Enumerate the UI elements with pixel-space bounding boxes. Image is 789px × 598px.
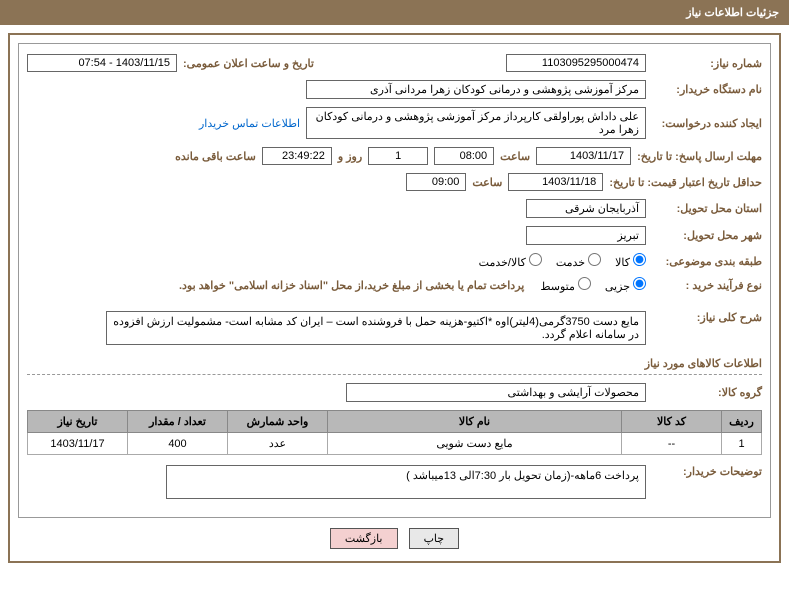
city-field: تبریز	[526, 226, 646, 245]
deadline-label: مهلت ارسال پاسخ: تا تاریخ:	[637, 150, 762, 163]
row-process: نوع فرآیند خرید : جزیی متوسط پرداخت تمام…	[27, 277, 762, 293]
announce-field: 1403/11/15 - 07:54	[27, 54, 177, 72]
buyer-org-label: نام دستگاه خریدار:	[652, 83, 762, 96]
deadline-days: 1	[368, 147, 428, 165]
row-buyer-notes: توضیحات خریدار: پرداخت 6ماهه-(زمان تحویل…	[27, 465, 762, 499]
deadline-days-label: روز و	[338, 150, 362, 163]
category-radio-goods[interactable]	[633, 253, 646, 266]
row-buyer-org: نام دستگاه خریدار: مرکز آموزشی پژوهشی و …	[27, 80, 762, 99]
buyer-notes-label: توضیحات خریدار:	[652, 465, 762, 478]
row-need-number: شماره نیاز: 1103095295000474 تاریخ و ساع…	[27, 54, 762, 72]
deadline-remain: 23:49:22	[262, 147, 332, 165]
validity-label: حداقل تاریخ اعتبار قیمت: تا تاریخ:	[609, 176, 762, 189]
items-table: ردیف کد کالا نام کالا واحد شمارش تعداد /…	[27, 410, 762, 455]
th-unit: واحد شمارش	[228, 411, 328, 433]
requester-field: علی داداش پوراولقی کارپرداز مرکز آموزشی …	[306, 107, 646, 139]
category-radio-group: کالا خدمت کالا/خدمت	[479, 253, 646, 269]
td-code: --	[622, 433, 722, 455]
city-label: شهر محل تحویل:	[652, 229, 762, 242]
process-radio-group: جزیی متوسط	[540, 277, 646, 293]
buyer-org-field: مرکز آموزشی پژوهشی و درمانی کودکان زهرا …	[306, 80, 646, 99]
td-unit: عدد	[228, 433, 328, 455]
th-code: کد کالا	[622, 411, 722, 433]
row-group: گروه کالا: محصولات آرایشی و بهداشتی	[27, 383, 762, 402]
row-category: طبقه بندی موضوعی: کالا خدمت کالا/خدمت	[27, 253, 762, 269]
group-field: محصولات آرایشی و بهداشتی	[346, 383, 646, 402]
category-radio-both[interactable]	[529, 253, 542, 266]
deadline-remain-label: ساعت باقی مانده	[175, 150, 256, 163]
td-qty: 400	[128, 433, 228, 455]
category-radio-service[interactable]	[588, 253, 601, 266]
category-opt-both[interactable]: کالا/خدمت	[479, 253, 542, 269]
td-row: 1	[722, 433, 762, 455]
td-name: مایع دست شویی	[328, 433, 622, 455]
process-note: پرداخت تمام یا بخشی از مبلغ خرید،از محل …	[179, 279, 524, 292]
th-row: ردیف	[722, 411, 762, 433]
deadline-date: 1403/11/17	[536, 147, 631, 165]
validity-time: 09:00	[406, 173, 466, 191]
deadline-time: 08:00	[434, 147, 494, 165]
outer-frame: شماره نیاز: 1103095295000474 تاریخ و ساع…	[8, 33, 781, 563]
province-field: آذربایجان شرقی	[526, 199, 646, 218]
row-city: شهر محل تحویل: تبریز	[27, 226, 762, 245]
announce-label: تاریخ و ساعت اعلان عمومی:	[183, 57, 314, 70]
row-summary: شرح کلی نیاز: مایع دست 3750گرمی(4لیتر)او…	[27, 311, 762, 345]
print-button[interactable]: چاپ	[409, 528, 460, 549]
process-opt-medium[interactable]: متوسط	[540, 277, 591, 293]
table-row: 1 -- مایع دست شویی عدد 400 1403/11/17	[28, 433, 762, 455]
page-title: جزئیات اطلاعات نیاز	[686, 7, 779, 19]
items-header-row: ردیف کد کالا نام کالا واحد شمارش تعداد /…	[28, 411, 762, 433]
th-date: تاریخ نیاز	[28, 411, 128, 433]
buyer-notes-field: پرداخت 6ماهه-(زمان تحویل بار 7:30الی 13م…	[166, 465, 646, 499]
th-name: نام کالا	[328, 411, 622, 433]
group-label: گروه کالا:	[652, 386, 762, 399]
validity-date: 1403/11/18	[508, 173, 603, 191]
category-opt-service[interactable]: خدمت	[556, 253, 601, 269]
requester-label: ایجاد کننده درخواست:	[652, 117, 762, 130]
items-section-title: اطلاعات کالاهای مورد نیاز	[27, 353, 762, 375]
category-opt-goods[interactable]: کالا	[615, 253, 646, 269]
process-radio-medium[interactable]	[578, 277, 591, 290]
validity-time-label: ساعت	[472, 176, 502, 189]
page-header: جزئیات اطلاعات نیاز	[0, 0, 789, 25]
buyer-contact-link[interactable]: اطلاعات تماس خریدار	[199, 117, 300, 130]
td-date: 1403/11/17	[28, 433, 128, 455]
row-validity: حداقل تاریخ اعتبار قیمت: تا تاریخ: 1403/…	[27, 173, 762, 191]
th-qty: تعداد / مقدار	[128, 411, 228, 433]
button-row: چاپ بازگشت	[18, 528, 771, 549]
row-province: استان محل تحویل: آذربایجان شرقی	[27, 199, 762, 218]
summary-field: مایع دست 3750گرمی(4لیتر)اوه *اکتیو-هزینه…	[106, 311, 646, 345]
deadline-time-label: ساعت	[500, 150, 530, 163]
province-label: استان محل تحویل:	[652, 202, 762, 215]
process-label: نوع فرآیند خرید :	[652, 279, 762, 292]
summary-label: شرح کلی نیاز:	[652, 311, 762, 324]
row-deadline: مهلت ارسال پاسخ: تا تاریخ: 1403/11/17 سا…	[27, 147, 762, 165]
row-requester: ایجاد کننده درخواست: علی داداش پوراولقی …	[27, 107, 762, 139]
category-label: طبقه بندی موضوعی:	[652, 255, 762, 268]
process-opt-minor[interactable]: جزیی	[605, 277, 646, 293]
back-button[interactable]: بازگشت	[330, 528, 398, 549]
inner-frame: شماره نیاز: 1103095295000474 تاریخ و ساع…	[18, 43, 771, 518]
process-radio-minor[interactable]	[633, 277, 646, 290]
need-number-field: 1103095295000474	[506, 54, 646, 72]
need-number-label: شماره نیاز:	[652, 57, 762, 70]
